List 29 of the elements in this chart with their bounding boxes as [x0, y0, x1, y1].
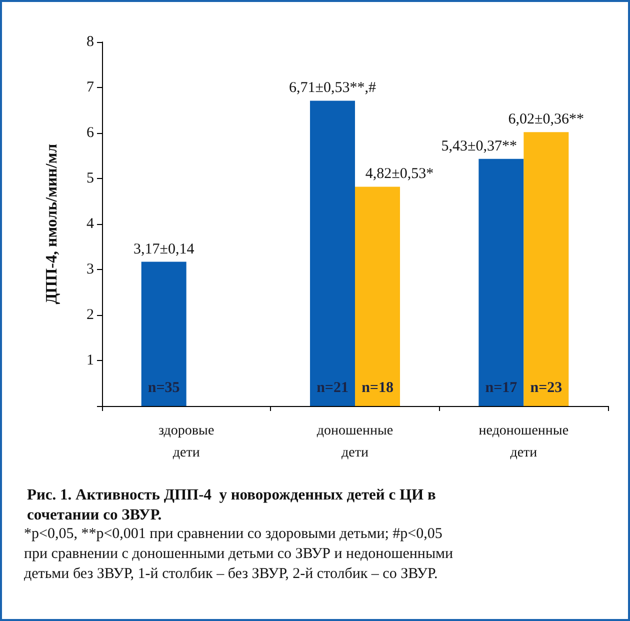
y-tick-label: 3	[86, 262, 94, 278]
x-tick-label: здоровые дети	[158, 424, 214, 460]
bar	[355, 186, 400, 406]
y-tick-label: 4	[86, 216, 94, 232]
annotation: n=18	[362, 380, 394, 396]
bar	[524, 132, 569, 406]
text: Рис. 1. Активность ДПП-4 у новорожденных детей с ЦИ в сочетании со ЗВУР.	[27, 486, 436, 524]
y-tick-label: 8	[86, 34, 94, 50]
bar	[310, 100, 355, 406]
y-tick-label: 7	[86, 80, 94, 96]
annotation: n=21	[316, 380, 348, 396]
bar	[478, 158, 524, 406]
bar	[141, 262, 186, 406]
data-label: 5,43±0,37**	[441, 138, 518, 154]
annotation: n=23	[530, 380, 562, 396]
y-tick-label: 5	[86, 170, 94, 186]
annotation: n=35	[148, 380, 180, 396]
data-label: 4,82±0,53*	[365, 166, 434, 182]
x-tick-label: недоношенные дети	[478, 424, 569, 460]
data-label: 3,17±0,14	[133, 241, 195, 258]
x-tick-label: доношенные дети	[316, 424, 394, 460]
y-tick-label: 1	[86, 352, 94, 368]
y-axis-title: ДПП-4, нмоль/мин/мл	[44, 144, 60, 304]
data-label: 6,02±0,36**	[508, 112, 584, 128]
y-tick-label: 6	[86, 125, 94, 141]
annotation: n=17	[485, 380, 518, 396]
text: *p<0,05, **p<0,001 при сравнении со здоровыми детьми; #p<0,05 при сравнении с доношенными детьми со ЗВУР и недоношенными детьми без ЗВУР, 1-й столбик – без ЗВУР, 2-й столбик – со ЗВУР.	[24, 526, 454, 582]
y-tick-label: 2	[86, 307, 94, 323]
data-label: 6,71±0,53**,#	[289, 80, 376, 96]
